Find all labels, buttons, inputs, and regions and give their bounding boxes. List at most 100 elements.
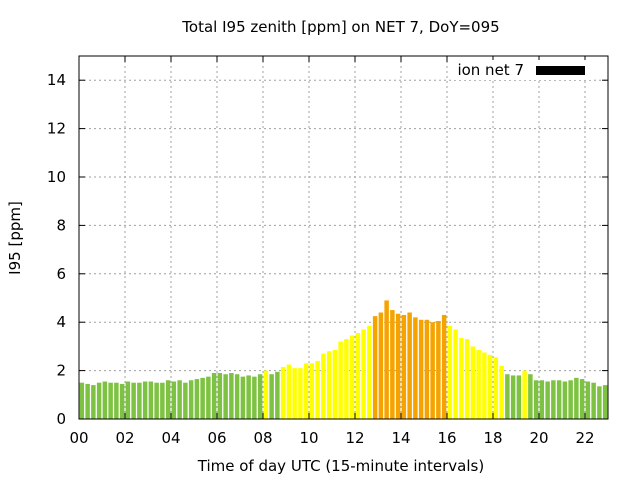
bar <box>476 350 481 419</box>
bar <box>148 381 154 419</box>
bar <box>602 385 608 419</box>
bar <box>390 310 395 419</box>
x-tick-label: 14 <box>391 429 410 447</box>
y-axis-title: I95 [ppm] <box>6 201 24 275</box>
bar <box>321 353 326 419</box>
bar <box>401 314 407 419</box>
bar <box>131 382 136 419</box>
bar <box>125 381 131 419</box>
x-tick-label: 18 <box>483 429 502 447</box>
x-tick-label: 20 <box>529 429 548 447</box>
bar <box>246 375 251 419</box>
bar <box>217 373 223 419</box>
bar <box>229 373 234 419</box>
bar <box>85 383 90 419</box>
bar <box>522 370 527 419</box>
x-tick-label: 08 <box>253 429 272 447</box>
bar <box>303 363 309 419</box>
bar <box>395 313 401 419</box>
bar <box>263 370 269 419</box>
bar <box>137 382 142 419</box>
bar <box>326 351 332 419</box>
bar <box>108 382 113 419</box>
y-tick-label: 2 <box>56 362 66 380</box>
bar <box>574 377 579 419</box>
bar <box>470 346 476 419</box>
bar <box>591 382 596 419</box>
bar <box>441 314 447 419</box>
bar <box>96 382 102 419</box>
bar <box>223 374 228 419</box>
bar <box>436 320 441 419</box>
bar <box>510 375 516 419</box>
bar <box>119 383 125 419</box>
bar <box>568 380 573 419</box>
bar <box>171 381 177 419</box>
x-tick-label: 22 <box>575 429 594 447</box>
bar <box>533 380 539 419</box>
bar <box>79 382 85 419</box>
bar <box>482 352 487 419</box>
chart-title: Total I95 zenith [ppm] on NET 7, DoY=095 <box>181 18 499 36</box>
bar <box>424 319 430 419</box>
bar <box>240 376 246 419</box>
bar <box>499 365 504 419</box>
bar <box>183 382 188 419</box>
bar <box>309 363 315 419</box>
bar <box>200 377 205 419</box>
y-tick-label: 8 <box>56 216 66 234</box>
bar <box>286 364 292 419</box>
bar <box>338 341 343 419</box>
bar <box>378 312 384 419</box>
bar <box>459 337 464 419</box>
bar <box>252 376 257 419</box>
bar <box>367 325 372 419</box>
bar <box>430 322 435 419</box>
bar <box>539 380 545 419</box>
bar <box>292 368 297 419</box>
bar <box>344 339 349 419</box>
bar <box>315 360 320 419</box>
x-tick-label: 10 <box>299 429 318 447</box>
bar <box>206 376 211 419</box>
bar <box>280 366 286 419</box>
bar <box>211 373 217 419</box>
legend-swatch <box>536 66 585 75</box>
bar <box>493 357 499 419</box>
y-tick-label: 6 <box>56 265 66 283</box>
bar <box>556 380 562 419</box>
bar <box>257 374 263 419</box>
bar <box>418 319 424 419</box>
bar <box>114 382 119 419</box>
bar <box>505 374 510 419</box>
bar <box>562 381 568 419</box>
bar <box>487 354 493 419</box>
bar <box>91 385 96 419</box>
legend-label: ion net 7 <box>457 61 524 79</box>
bar <box>372 316 378 419</box>
bar <box>447 325 453 419</box>
bars <box>79 300 608 419</box>
y-tick-label: 4 <box>56 313 66 331</box>
bar <box>275 371 280 419</box>
bar <box>194 379 200 419</box>
bar <box>154 382 159 419</box>
legend: ion net 7 <box>452 60 592 80</box>
axis-ticks <box>78 56 608 420</box>
y-tick-label: 10 <box>47 168 66 186</box>
y-tick-label: 12 <box>47 120 66 138</box>
bar <box>361 329 366 419</box>
x-tick-label: 04 <box>161 429 180 447</box>
x-axis-title: Time of day UTC (15-minute intervals) <box>197 457 484 475</box>
x-tick-label: 02 <box>115 429 134 447</box>
bar <box>453 329 458 419</box>
bar <box>528 374 533 419</box>
x-tick-label: 00 <box>69 429 88 447</box>
bar <box>585 381 591 419</box>
bar <box>413 317 418 419</box>
y-tick-label: 14 <box>47 71 66 89</box>
bar <box>102 381 108 419</box>
x-tick-label: 06 <box>207 429 226 447</box>
bar <box>551 380 556 419</box>
bar <box>349 335 355 419</box>
